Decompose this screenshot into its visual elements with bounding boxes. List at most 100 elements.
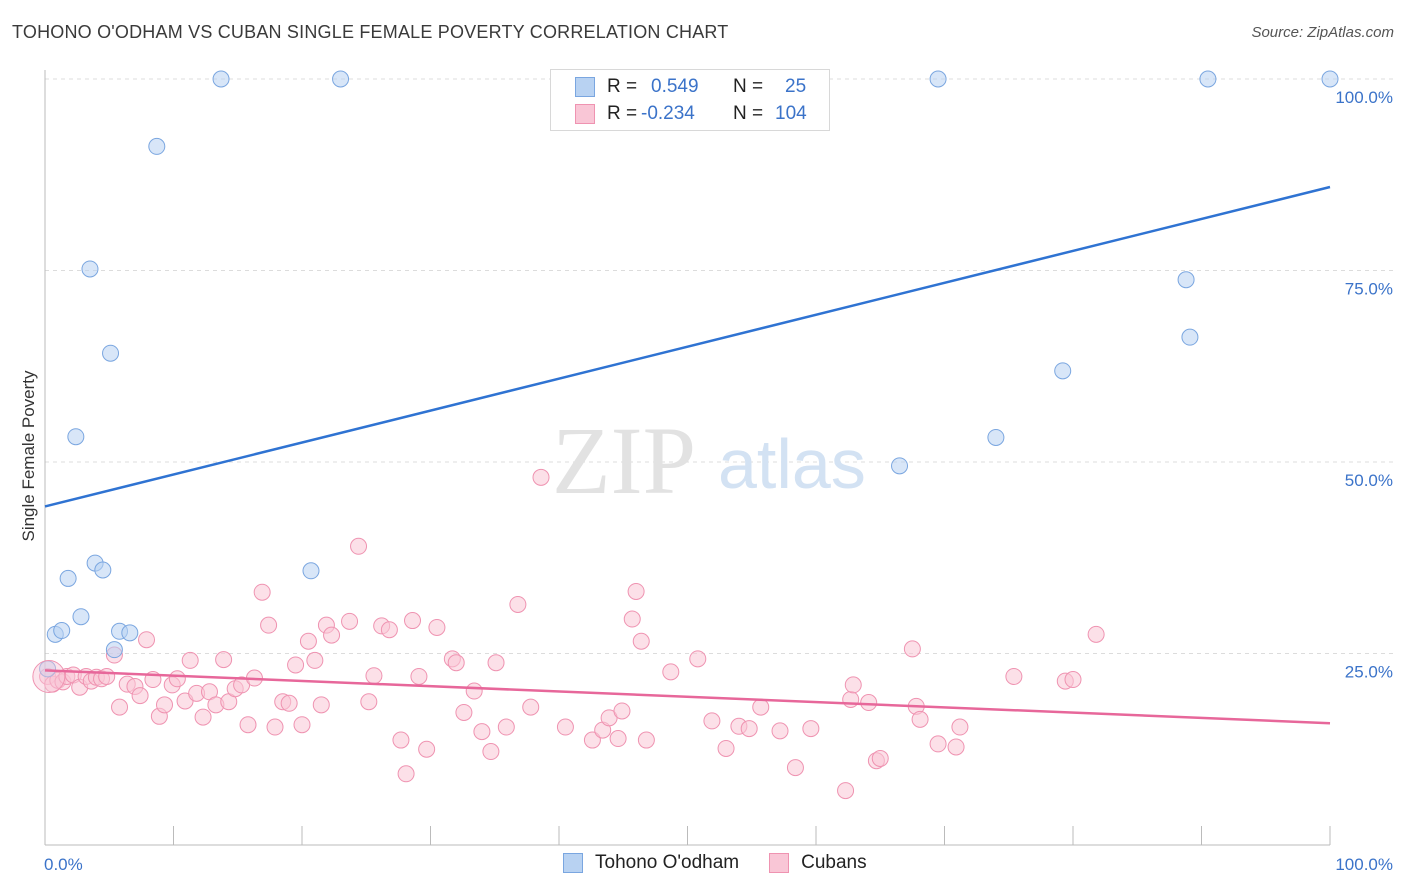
cubans-point bbox=[397, 765, 415, 783]
cubans-point bbox=[98, 667, 116, 685]
tohono-point bbox=[148, 137, 166, 155]
cubans-point bbox=[689, 650, 707, 668]
cubans-point bbox=[623, 610, 641, 628]
cubans-point bbox=[360, 693, 378, 711]
cubans-point bbox=[837, 782, 855, 800]
tohono-trend-line bbox=[44, 185, 1331, 508]
watermark-zip: ZIP bbox=[552, 407, 696, 514]
cubans-point bbox=[947, 738, 965, 756]
cubans-point bbox=[168, 670, 186, 688]
legend-r-label: R = bbox=[607, 103, 638, 124]
bottom-legend-item-tohono[interactable]: Tohono O'odham bbox=[563, 852, 739, 874]
x-tick-label: 100.0% bbox=[1335, 855, 1393, 874]
cubans-point bbox=[1005, 667, 1023, 685]
cubans-cluster-point bbox=[32, 659, 66, 693]
legend-r-label: R = bbox=[607, 76, 638, 97]
y-axis-label: Single Female Poverty bbox=[19, 370, 38, 542]
data-points bbox=[32, 70, 1339, 800]
tohono-point bbox=[987, 428, 1005, 446]
cubans-point bbox=[752, 698, 770, 716]
tohono-point bbox=[1321, 70, 1339, 88]
cubans-point bbox=[786, 759, 804, 777]
tohono-point bbox=[1054, 362, 1072, 380]
legend-swatch-tohono bbox=[575, 77, 595, 97]
cubans-point bbox=[556, 718, 574, 736]
cubans-point bbox=[583, 731, 601, 749]
cubans-point bbox=[1064, 671, 1082, 689]
cubans-point bbox=[404, 612, 422, 630]
legend: R = 0.549 N = 25 R = -0.234 N = 104 bbox=[550, 69, 830, 131]
cubans-point bbox=[410, 667, 428, 685]
cubans-point bbox=[239, 716, 257, 734]
tohono-point bbox=[67, 428, 85, 446]
cubans-point bbox=[131, 687, 149, 705]
legend-n-value: 104 bbox=[775, 103, 807, 124]
bottom-legend-label-cubans: Cubans bbox=[801, 852, 867, 873]
bottom-legend-swatch-cubans bbox=[769, 853, 790, 873]
cubans-point bbox=[482, 743, 500, 761]
x-tick-label: 0.0% bbox=[44, 855, 83, 874]
cubans-point bbox=[487, 654, 505, 672]
cubans-point bbox=[465, 682, 483, 700]
tohono-point bbox=[332, 70, 350, 88]
legend-row-tohono: R = 0.549 N = 25 bbox=[575, 76, 806, 98]
cubans-point bbox=[350, 537, 368, 555]
cubans-point bbox=[473, 723, 491, 741]
cubans-point bbox=[287, 656, 305, 674]
cubans-point bbox=[260, 616, 278, 634]
legend-n-label: N = bbox=[733, 76, 764, 97]
cubans-point bbox=[951, 718, 969, 736]
tohono-point bbox=[929, 70, 947, 88]
legend-r-value: 0.549 bbox=[651, 76, 699, 97]
cubans-point bbox=[194, 708, 212, 726]
x-tick-labels: 0.0% 100.0% bbox=[44, 855, 1393, 874]
cubans-point bbox=[637, 731, 655, 749]
cubans-point bbox=[609, 730, 627, 748]
cubans-trend-line bbox=[44, 669, 1331, 725]
chart-source: Source: ZipAtlas.com bbox=[1251, 24, 1394, 41]
gridlines bbox=[45, 78, 1395, 654]
cubans-point bbox=[613, 702, 631, 720]
tohono-point bbox=[94, 561, 112, 579]
cubans-point bbox=[455, 703, 473, 721]
y-tick-label: 75.0% bbox=[1345, 280, 1393, 299]
bottom-legend-label-tohono: Tohono O'odham bbox=[595, 852, 740, 873]
cubans-point bbox=[771, 722, 789, 740]
bottom-legend: Tohono O'odham Cubans bbox=[563, 852, 897, 874]
tohono-point bbox=[53, 622, 71, 640]
cubans-point bbox=[306, 651, 324, 669]
trend-lines bbox=[44, 185, 1331, 725]
cubans-point bbox=[447, 654, 465, 672]
cubans-point bbox=[802, 720, 820, 738]
cubans-point bbox=[842, 690, 860, 708]
tohono-point bbox=[302, 562, 320, 580]
cubans-point bbox=[844, 676, 862, 694]
cubans-point bbox=[1087, 625, 1105, 643]
cubans-point bbox=[740, 720, 758, 738]
bottom-legend-item-cubans[interactable]: Cubans bbox=[769, 852, 867, 874]
cubans-point bbox=[323, 626, 341, 644]
legend-n-label: N = bbox=[733, 103, 764, 124]
cubans-point bbox=[911, 710, 929, 728]
y-tick-labels: 25.0% 50.0% 75.0% 100.0% bbox=[1335, 88, 1393, 682]
cubans-point bbox=[215, 651, 233, 669]
bottom-legend-swatch-tohono bbox=[563, 853, 583, 873]
tohono-point bbox=[81, 260, 99, 278]
cubans-point bbox=[266, 718, 284, 736]
cubans-point bbox=[341, 612, 359, 630]
watermark-atlas: atlas bbox=[718, 425, 866, 503]
tohono-point bbox=[72, 608, 90, 626]
chart-title: TOHONO O'ODHAM VS CUBAN SINGLE FEMALE PO… bbox=[12, 22, 729, 42]
cubans-point bbox=[497, 718, 515, 736]
cubans-point bbox=[662, 663, 680, 681]
legend-row-cubans: R = -0.234 N = 104 bbox=[575, 103, 807, 125]
axes bbox=[44, 70, 1331, 846]
cubans-point bbox=[929, 735, 947, 753]
cubans-point bbox=[860, 694, 878, 712]
cubans-point bbox=[380, 621, 398, 639]
cubans-point bbox=[280, 694, 298, 712]
legend-n-value: 25 bbox=[785, 76, 807, 97]
tohono-point bbox=[105, 641, 123, 659]
legend-r-value: -0.234 bbox=[641, 103, 695, 124]
